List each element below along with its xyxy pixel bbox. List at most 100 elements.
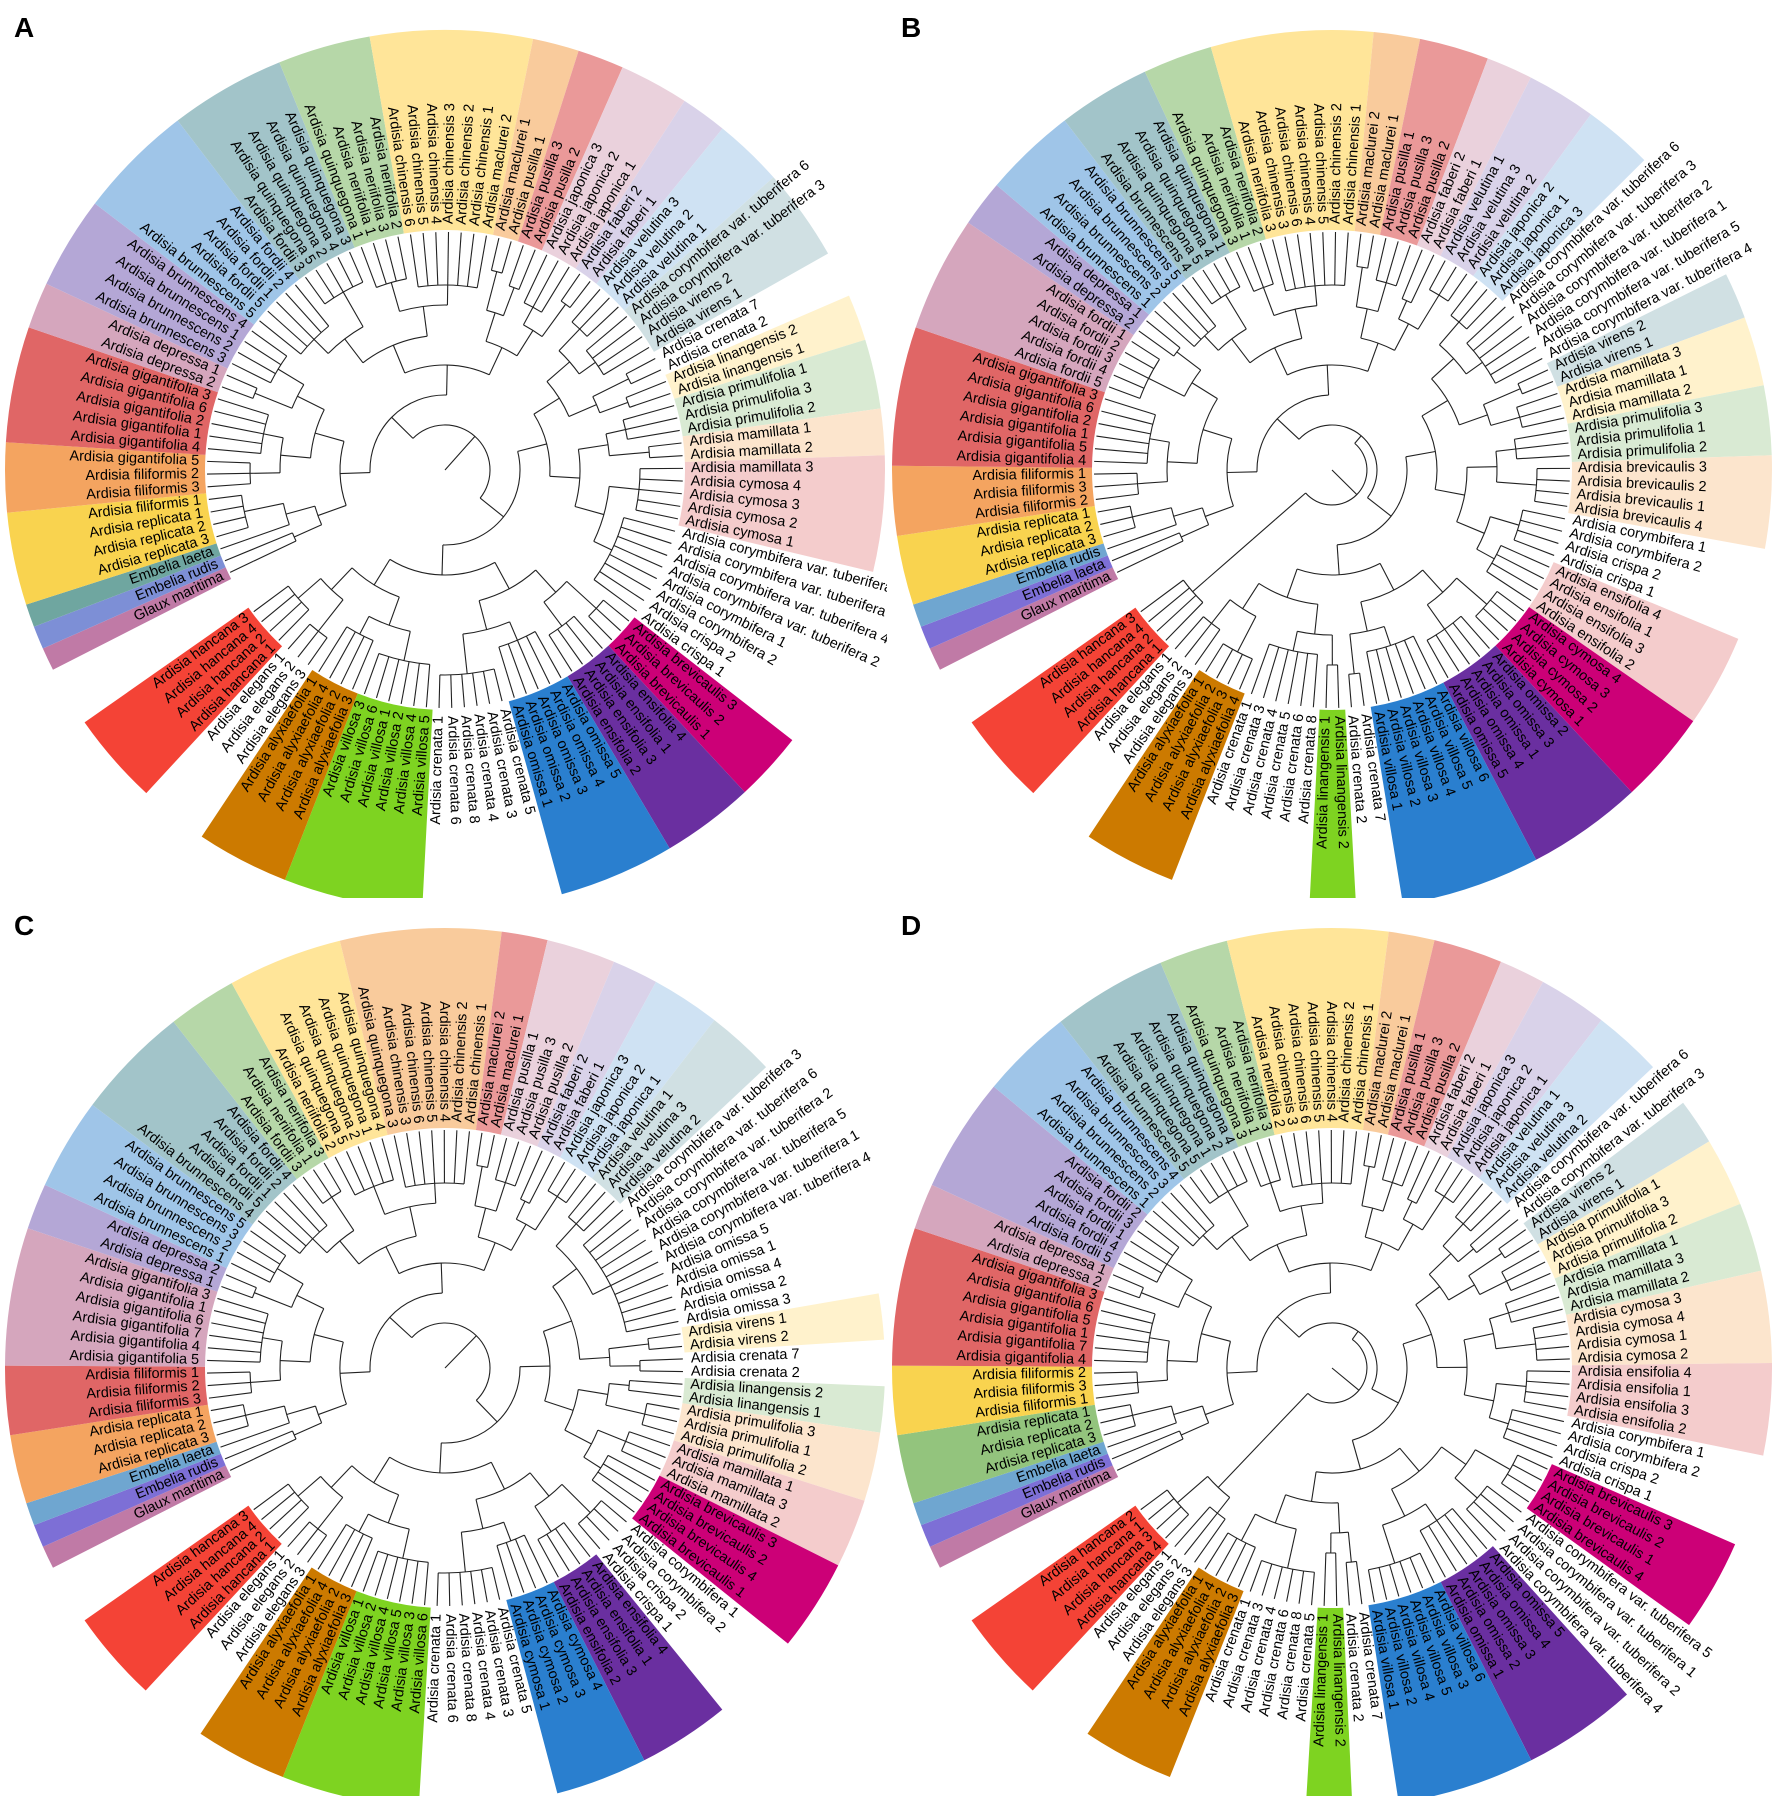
leaf-branch xyxy=(1305,1131,1313,1185)
leaf-branch xyxy=(1094,1347,1148,1353)
clade-wedge xyxy=(1478,1020,1654,1204)
leaf-branch xyxy=(207,1347,261,1353)
leaf-branch xyxy=(285,292,322,333)
panel-letter: D xyxy=(901,910,922,941)
leaf-branch xyxy=(1095,493,1139,500)
leaf-branch xyxy=(213,1310,266,1324)
leaf-branch xyxy=(463,1131,470,1185)
internal-branch xyxy=(244,524,290,541)
clade-wedge xyxy=(1568,455,1772,549)
internal-node-arc xyxy=(558,350,580,375)
clade-wedge xyxy=(575,100,723,284)
leaf-branch xyxy=(1213,263,1231,293)
leaf-branch xyxy=(386,1557,399,1600)
leaf-branch xyxy=(1503,1437,1553,1459)
leaf-branch xyxy=(207,472,251,475)
leaf-label: Ardisia chinensis 2 xyxy=(1327,103,1345,224)
internal-branch xyxy=(359,616,370,635)
internal-node-arc xyxy=(1488,1318,1497,1349)
leaf-branch xyxy=(216,1425,249,1436)
leaf-branch xyxy=(297,630,319,658)
leaf-branch xyxy=(274,1201,314,1240)
internal-node-arc xyxy=(543,581,568,603)
internal-branch xyxy=(1405,450,1436,458)
clade-wedge xyxy=(506,1581,645,1794)
internal-branch xyxy=(1207,558,1231,579)
clade-wedges xyxy=(892,30,1772,898)
internal-branch xyxy=(1421,1196,1445,1231)
clade-wedge xyxy=(42,567,232,670)
leaf-branch xyxy=(516,640,539,690)
internal-node-arc xyxy=(339,441,347,506)
internal-branch xyxy=(1262,287,1275,316)
leaf-branch xyxy=(1363,1132,1370,1166)
leaf-branch xyxy=(1367,235,1374,269)
clade-wedge xyxy=(596,128,774,311)
internal-branch xyxy=(1329,1263,1332,1294)
internal-branch xyxy=(1354,435,1362,444)
leaf-branch xyxy=(1268,1138,1281,1181)
internal-branch xyxy=(340,1371,371,1374)
clade-wedge xyxy=(996,120,1187,315)
leaf-branch xyxy=(579,297,610,330)
leaf-branch xyxy=(1345,1562,1350,1606)
leaf-branch xyxy=(1389,1564,1400,1597)
internal-branch xyxy=(1364,1207,1374,1238)
leaf-branch xyxy=(1236,251,1255,292)
leaf-branch xyxy=(1378,1567,1388,1600)
leaf-branch xyxy=(1215,1537,1238,1577)
internal-branch xyxy=(1489,1312,1509,1320)
clade-wedge xyxy=(1060,962,1239,1180)
clade-wedge xyxy=(1557,317,1764,424)
leaf-branch xyxy=(1534,1333,1568,1340)
leaf-branch xyxy=(1112,1274,1144,1289)
leaf-branch xyxy=(518,249,536,290)
leaf-branch xyxy=(1189,1176,1211,1204)
leaf-branch xyxy=(623,517,676,532)
internal-branch xyxy=(1180,524,1209,538)
clade-wedge xyxy=(892,1228,1105,1367)
internal-branch xyxy=(1391,1488,1406,1517)
internal-node-arc xyxy=(339,1341,347,1405)
leaf-branch xyxy=(278,1506,310,1539)
leaf-label: Ardisia crenata 6 xyxy=(444,716,463,825)
leaf-branch xyxy=(457,232,462,286)
leaf-branch xyxy=(1419,1552,1435,1584)
internal-branch xyxy=(297,395,325,411)
leaf-branch xyxy=(1146,320,1181,349)
internal-branch xyxy=(1148,377,1185,397)
internal-branch xyxy=(1211,599,1231,624)
leaf-branch xyxy=(1095,1392,1139,1399)
internal-branch xyxy=(503,1521,512,1542)
clade-wedge xyxy=(201,669,358,880)
leaf-branch xyxy=(1098,422,1151,435)
leaf-branch xyxy=(622,405,675,421)
internal-branch xyxy=(546,361,570,382)
leaf-branch xyxy=(207,1359,261,1363)
leaf-branch xyxy=(1194,1518,1226,1563)
leaf-branch xyxy=(498,646,515,698)
leaf-branch xyxy=(207,460,251,464)
internal-branch xyxy=(1417,294,1440,330)
leaf-branch xyxy=(1108,1285,1140,1299)
leaf-branch xyxy=(541,266,570,313)
leaf-branch xyxy=(447,232,450,286)
leaf-branch xyxy=(1144,1220,1180,1248)
leaf-branch xyxy=(593,579,638,612)
leaf-branch xyxy=(209,1334,262,1344)
leaf-branch xyxy=(261,1491,295,1520)
clade-wedge xyxy=(1529,562,1739,722)
internal-branch xyxy=(1475,1449,1511,1471)
clade-wedge xyxy=(1554,1203,1762,1315)
clade-wedge xyxy=(1523,1102,1710,1245)
internal-branch xyxy=(1181,1422,1209,1436)
leaf-branch xyxy=(399,1559,409,1602)
clade-node-arc xyxy=(260,414,269,454)
internal-branch xyxy=(583,1456,601,1469)
leaf-branch xyxy=(1300,653,1309,707)
leaf-branch xyxy=(1247,246,1264,288)
clade-wedge xyxy=(84,607,283,794)
internal-branch xyxy=(1351,1440,1362,1470)
leaf-label: Ardisia chinensis 4 xyxy=(436,1001,452,1122)
